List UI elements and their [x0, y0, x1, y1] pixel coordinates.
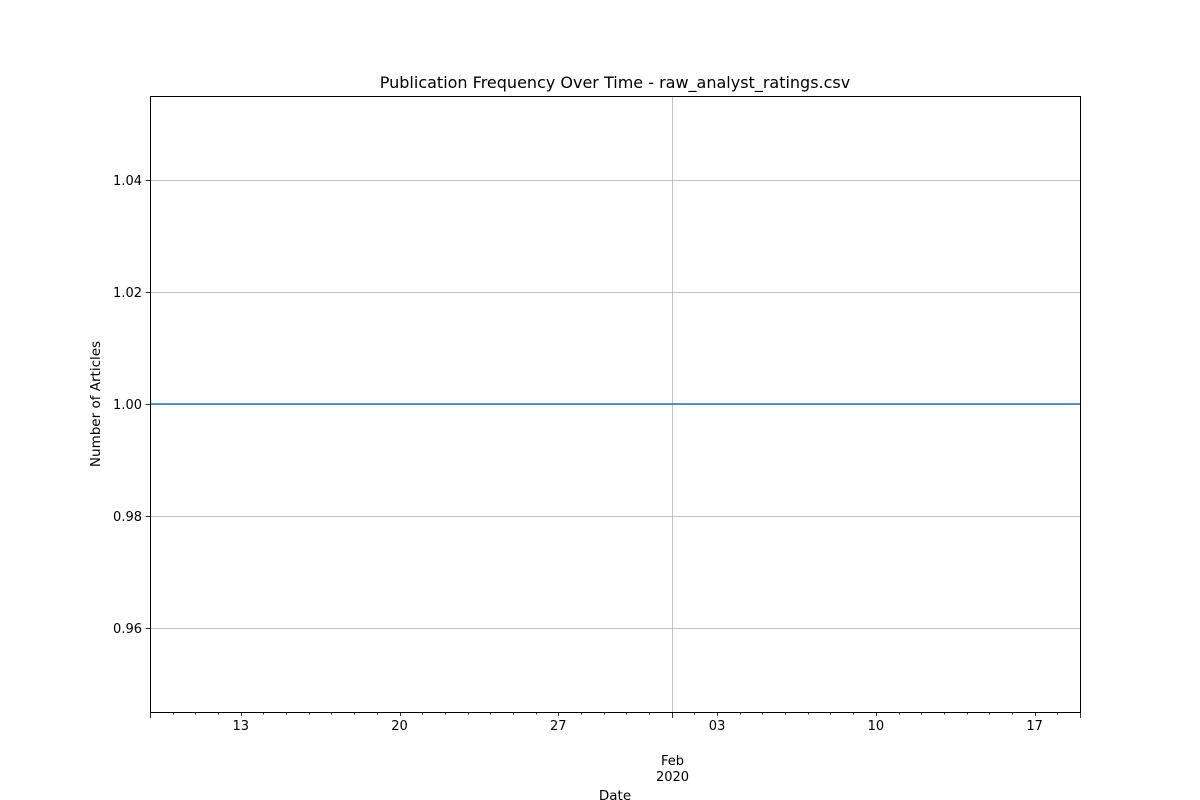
x-minor-tick-label: 03 [709, 719, 726, 734]
y-tick-label: 1.02 [113, 286, 142, 301]
x-minor-tick-label: 13 [232, 719, 249, 734]
x-minor-tick-label: 10 [868, 719, 885, 734]
x-minor-tick-label: 20 [391, 719, 408, 734]
y-tick-label: 0.96 [113, 622, 142, 637]
y-tick-label: 1.04 [113, 174, 142, 189]
chart-title: Publication Frequency Over Time - raw_an… [380, 73, 850, 93]
x-minor-tick-label: 17 [1026, 719, 1043, 734]
x-minor-tick-label: 27 [550, 719, 567, 734]
y-axis: 0.96 0.98 1.00 1.02 1.04 [113, 174, 150, 637]
plot-frame [150, 96, 1081, 713]
y-tick-label: 0.98 [113, 510, 142, 525]
x-major-tick-label: Feb [661, 754, 684, 769]
y-axis-label: Number of Articles [88, 341, 104, 467]
x-axis-label: Date [599, 788, 631, 800]
y-tick-label: 1.00 [113, 398, 142, 413]
x-major-tick-sublabel: 2020 [656, 770, 689, 785]
